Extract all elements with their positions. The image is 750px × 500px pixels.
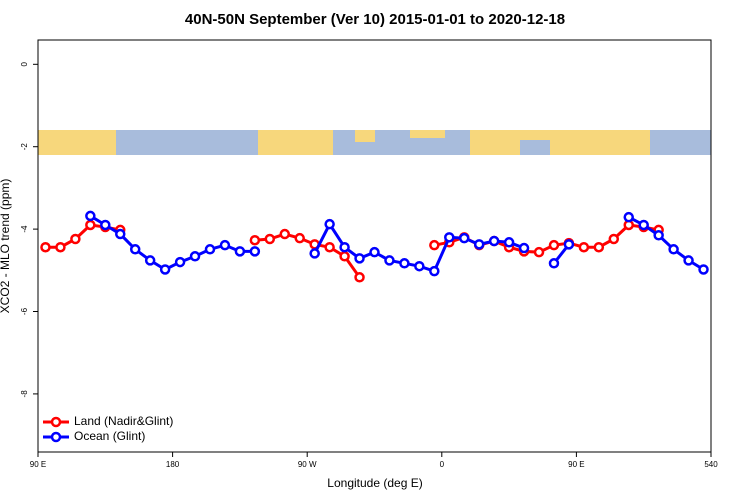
y-tick-label: -2 xyxy=(20,143,29,151)
y-tick-label: -4 xyxy=(20,225,29,233)
series-point xyxy=(668,244,679,255)
series-point xyxy=(488,235,500,247)
series-point xyxy=(339,251,350,262)
series-point xyxy=(369,246,380,258)
series-point xyxy=(55,241,66,253)
map-ocean xyxy=(520,140,550,155)
series-point xyxy=(608,233,620,245)
legend-label: Land (Nadir&Glint) xyxy=(74,414,173,428)
series-point xyxy=(129,244,141,255)
series-point xyxy=(249,246,261,257)
series-point xyxy=(249,234,261,246)
map-land xyxy=(258,130,333,155)
series-point xyxy=(159,264,171,275)
series-point xyxy=(399,258,410,269)
series-point xyxy=(458,232,470,244)
series-point xyxy=(414,260,425,272)
x-tick-label: 180 xyxy=(166,460,180,469)
series-point xyxy=(429,239,440,251)
series-point xyxy=(384,255,395,266)
x-tick-label: 90 E xyxy=(568,460,584,469)
series-point xyxy=(533,246,545,258)
series-point xyxy=(85,210,96,222)
y-tick-label: 0 xyxy=(20,62,29,67)
series-point xyxy=(548,258,560,269)
map-land xyxy=(38,130,116,155)
map-land xyxy=(355,130,375,142)
series-point xyxy=(219,239,231,251)
series-point xyxy=(70,233,81,245)
series-point xyxy=(548,239,560,251)
series-point xyxy=(324,241,335,253)
series-point xyxy=(294,232,305,244)
map-land xyxy=(470,130,650,155)
y-tick-label: -8 xyxy=(20,390,29,398)
series-point xyxy=(354,272,365,283)
series-point xyxy=(503,237,515,248)
series-point xyxy=(100,219,111,231)
series-point xyxy=(324,218,335,230)
series-point xyxy=(593,241,605,253)
x-axis-label: Longitude (deg E) xyxy=(327,476,422,490)
plot-frame xyxy=(37,39,712,453)
legend-label: Ocean (Glint) xyxy=(74,429,145,443)
series-point xyxy=(339,241,350,253)
series-point xyxy=(638,219,649,231)
series-point xyxy=(473,239,485,250)
map-strip xyxy=(38,130,711,155)
series-point xyxy=(234,246,246,257)
series-point xyxy=(444,232,455,243)
map-land xyxy=(410,130,445,138)
series-point xyxy=(653,230,664,241)
series-point xyxy=(85,219,96,231)
series-point xyxy=(623,211,634,223)
series-point xyxy=(683,255,694,266)
series-point xyxy=(204,244,216,255)
chart-title: 40N-50N September (Ver 10) 2015-01-01 to… xyxy=(185,11,565,28)
series-point xyxy=(698,264,709,275)
series-point xyxy=(518,242,530,254)
series-point xyxy=(115,228,126,240)
legend-point xyxy=(50,431,62,443)
series-point xyxy=(264,233,276,245)
x-tick-label: 0 xyxy=(440,460,445,469)
x-tick-label: 90 W xyxy=(298,460,317,469)
x-tick-label: 90 E xyxy=(30,460,46,469)
x-tick-label: 540 xyxy=(704,460,718,469)
series-point xyxy=(429,265,440,277)
legend-point xyxy=(50,416,62,428)
series-point xyxy=(174,256,186,268)
series-point xyxy=(189,251,201,262)
series-point xyxy=(309,248,320,259)
series-point xyxy=(279,228,291,240)
series-point xyxy=(354,253,365,264)
series-point xyxy=(563,239,575,250)
y-axis-label: XCO2 - MLO trend (ppm) xyxy=(0,179,12,314)
series-point xyxy=(40,241,51,253)
series-point xyxy=(144,255,156,266)
series-point xyxy=(578,241,590,253)
y-tick-label: -6 xyxy=(20,307,29,315)
